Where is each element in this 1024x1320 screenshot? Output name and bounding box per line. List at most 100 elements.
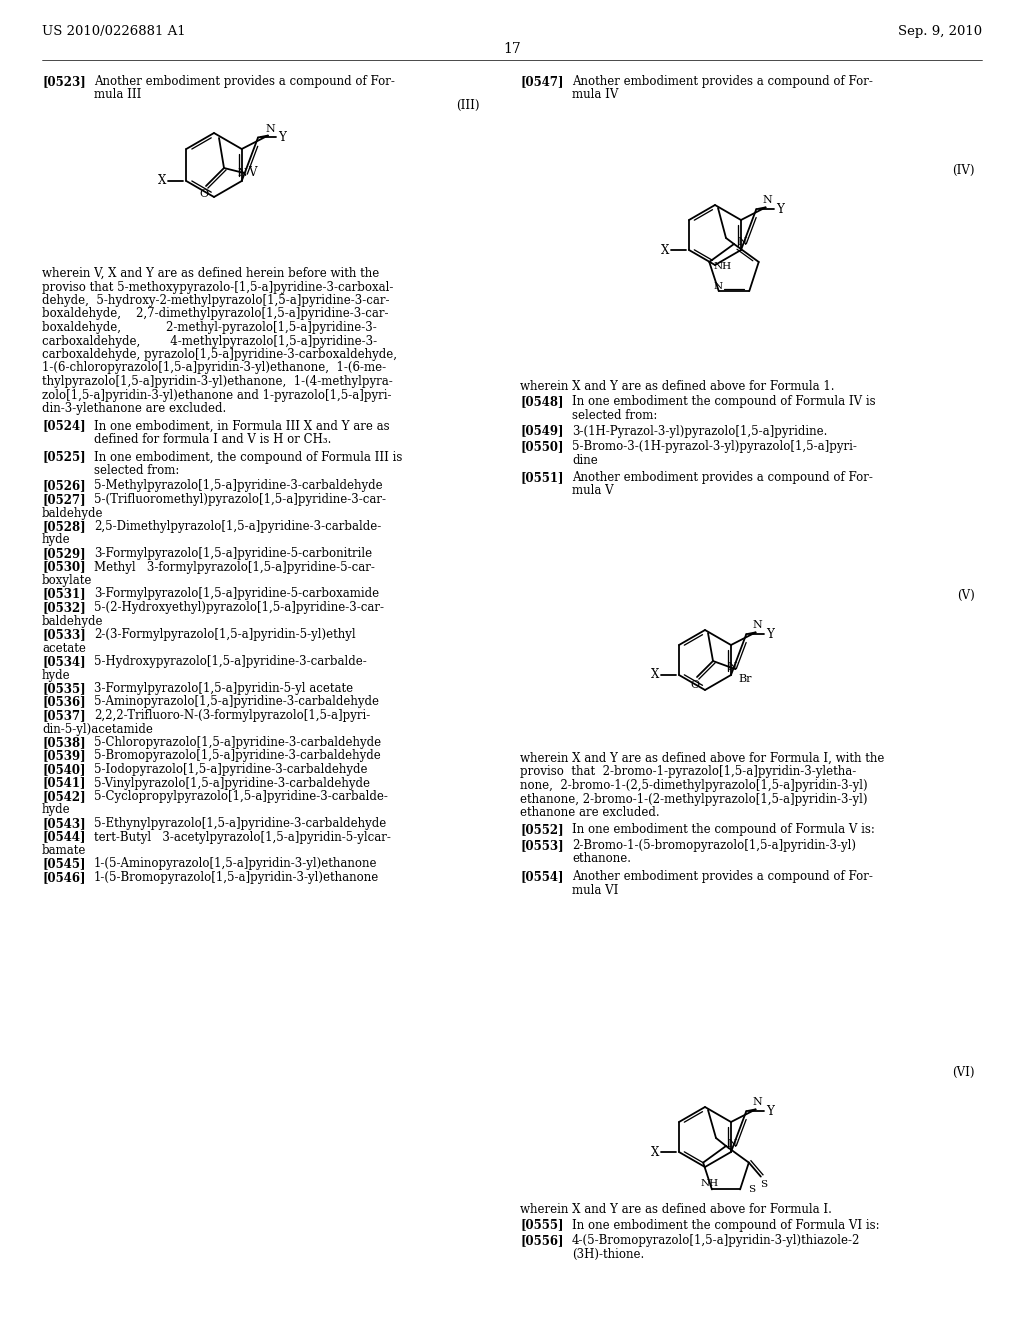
Text: Methyl   3-formylpyrazolo[1,5-a]pyridine-5-car-: Methyl 3-formylpyrazolo[1,5-a]pyridine-5… (94, 561, 375, 573)
Text: N: N (763, 195, 772, 206)
Text: [0534]: [0534] (42, 655, 86, 668)
Text: [0551]: [0551] (520, 471, 563, 484)
Text: hyde: hyde (42, 533, 71, 546)
Text: none,  2-bromo-1-(2,5-dimethylpyrazolo[1,5-a]pyridin-3-yl): none, 2-bromo-1-(2,5-dimethylpyrazolo[1,… (520, 779, 867, 792)
Text: N: N (753, 620, 763, 631)
Text: N: N (727, 1139, 737, 1148)
Text: 5-Iodopyrazolo[1,5-a]pyridine-3-carbaldehyde: 5-Iodopyrazolo[1,5-a]pyridine-3-carbalde… (94, 763, 368, 776)
Text: In one embodiment the compound of Formula IV is: In one embodiment the compound of Formul… (572, 396, 876, 408)
Text: [0537]: [0537] (42, 709, 86, 722)
Text: acetate: acetate (42, 642, 86, 655)
Text: X: X (158, 174, 167, 187)
Text: mula VI: mula VI (572, 883, 618, 896)
Text: 1-(6-chloropyrazolo[1,5-a]pyridin-3-yl)ethanone,  1-(6-me-: 1-(6-chloropyrazolo[1,5-a]pyridin-3-yl)e… (42, 362, 386, 375)
Text: US 2010/0226881 A1: US 2010/0226881 A1 (42, 25, 185, 38)
Text: Another embodiment provides a compound of For-: Another embodiment provides a compound o… (572, 870, 872, 883)
Text: O: O (200, 189, 209, 199)
Text: [0525]: [0525] (42, 450, 86, 463)
Text: dehyde,  5-hydroxy-2-methylpyrazolo[1,5-a]pyridine-3-car-: dehyde, 5-hydroxy-2-methylpyrazolo[1,5-a… (42, 294, 389, 308)
Text: [0555]: [0555] (520, 1218, 563, 1232)
Text: boxaldehyde,            2-methyl-pyrazolo[1,5-a]pyridine-3-: boxaldehyde, 2-methyl-pyrazolo[1,5-a]pyr… (42, 321, 377, 334)
Text: V: V (248, 166, 256, 180)
Text: 5-Vinylpyrazolo[1,5-a]pyridine-3-carbaldehyde: 5-Vinylpyrazolo[1,5-a]pyridine-3-carbald… (94, 776, 370, 789)
Text: [0547]: [0547] (520, 75, 563, 88)
Text: [0546]: [0546] (42, 871, 85, 884)
Text: selected from:: selected from: (572, 409, 657, 422)
Text: carboxaldehyde, pyrazolo[1,5-a]pyridine-3-carboxaldehyde,: carboxaldehyde, pyrazolo[1,5-a]pyridine-… (42, 348, 397, 360)
Text: 2-(3-Formylpyrazolo[1,5-a]pyridin-5-yl)ethyl: 2-(3-Formylpyrazolo[1,5-a]pyridin-5-yl)e… (94, 628, 355, 642)
Text: 5-Methylpyrazolo[1,5-a]pyridine-3-carbaldehyde: 5-Methylpyrazolo[1,5-a]pyridine-3-carbal… (94, 479, 383, 492)
Text: defined for formula I and V is H or CH₃.: defined for formula I and V is H or CH₃. (94, 433, 332, 446)
Text: (V): (V) (957, 589, 975, 602)
Text: [0545]: [0545] (42, 858, 85, 870)
Text: [0526]: [0526] (42, 479, 86, 492)
Text: proviso  that  2-bromo-1-pyrazolo[1,5-a]pyridin-3-yletha-: proviso that 2-bromo-1-pyrazolo[1,5-a]py… (520, 766, 856, 779)
Text: wherein V, X and Y are as defined herein before with the: wherein V, X and Y are as defined herein… (42, 267, 379, 280)
Text: [0523]: [0523] (42, 75, 86, 88)
Text: 3-Formylpyrazolo[1,5-a]pyridine-5-carboxamide: 3-Formylpyrazolo[1,5-a]pyridine-5-carbox… (94, 587, 379, 601)
Text: 5-(Trifluoromethyl)pyrazolo[1,5-a]pyridine-3-car-: 5-(Trifluoromethyl)pyrazolo[1,5-a]pyridi… (94, 492, 386, 506)
Text: N: N (727, 663, 737, 672)
Text: wherein X and Y are as defined above for Formula I, with the: wherein X and Y are as defined above for… (520, 752, 885, 766)
Text: 3-Formylpyrazolo[1,5-a]pyridin-5-yl acetate: 3-Formylpyrazolo[1,5-a]pyridin-5-yl acet… (94, 682, 353, 696)
Text: Br: Br (738, 675, 752, 684)
Text: X: X (651, 1146, 659, 1159)
Text: wherein X and Y are as defined above for Formula I.: wherein X and Y are as defined above for… (520, 1203, 831, 1216)
Text: proviso that 5-methoxypyrazolo-[1,5-a]pyridine-3-carboxal-: proviso that 5-methoxypyrazolo-[1,5-a]py… (42, 281, 393, 293)
Text: [0550]: [0550] (520, 440, 563, 453)
Text: [0538]: [0538] (42, 737, 86, 748)
Text: mula V: mula V (572, 484, 613, 498)
Text: [0552]: [0552] (520, 824, 563, 837)
Text: bamate: bamate (42, 843, 86, 857)
Text: In one embodiment the compound of Formula VI is:: In one embodiment the compound of Formul… (572, 1218, 880, 1232)
Text: O: O (690, 680, 699, 690)
Text: [0544]: [0544] (42, 830, 85, 843)
Text: In one embodiment, the compound of Formula III is: In one embodiment, the compound of Formu… (94, 450, 402, 463)
Text: 5-Hydroxypyrazolo[1,5-a]pyridine-3-carbalde-: 5-Hydroxypyrazolo[1,5-a]pyridine-3-carba… (94, 655, 367, 668)
Text: N: N (753, 1097, 763, 1107)
Text: [0530]: [0530] (42, 561, 86, 573)
Text: N: N (265, 124, 274, 133)
Text: Sep. 9, 2010: Sep. 9, 2010 (898, 25, 982, 38)
Text: hyde: hyde (42, 804, 71, 817)
Text: 1-(5-Bromopyrazolo[1,5-a]pyridin-3-yl)ethanone: 1-(5-Bromopyrazolo[1,5-a]pyridin-3-yl)et… (94, 871, 379, 884)
Text: [0543]: [0543] (42, 817, 86, 830)
Text: [0540]: [0540] (42, 763, 85, 776)
Text: ethanone, 2-bromo-1-(2-methylpyrazolo[1,5-a]pyridin-3-yl): ethanone, 2-bromo-1-(2-methylpyrazolo[1,… (520, 792, 867, 805)
Text: [0524]: [0524] (42, 420, 86, 433)
Text: [0531]: [0531] (42, 587, 86, 601)
Text: 17: 17 (503, 42, 521, 55)
Text: [0554]: [0554] (520, 870, 563, 883)
Text: S: S (760, 1180, 767, 1189)
Text: 5-Aminopyrazolo[1,5-a]pyridine-3-carbaldehyde: 5-Aminopyrazolo[1,5-a]pyridine-3-carbald… (94, 696, 379, 709)
Text: [0556]: [0556] (520, 1234, 563, 1247)
Text: baldehyde: baldehyde (42, 615, 103, 627)
Text: tert-Butyl   3-acetylpyrazolo[1,5-a]pyridin-5-ylcar-: tert-Butyl 3-acetylpyrazolo[1,5-a]pyridi… (94, 830, 391, 843)
Text: 5-Bromo-3-(1H-pyrazol-3-yl)pyrazolo[1,5-a]pyri-: 5-Bromo-3-(1H-pyrazol-3-yl)pyrazolo[1,5-… (572, 440, 857, 453)
Text: 5-Cyclopropylpyrazolo[1,5-a]pyridine-3-carbalde-: 5-Cyclopropylpyrazolo[1,5-a]pyridine-3-c… (94, 789, 388, 803)
Text: N: N (238, 168, 248, 178)
Text: [0527]: [0527] (42, 492, 86, 506)
Text: N: N (737, 238, 746, 247)
Text: X: X (651, 668, 659, 681)
Text: 3-(1H-Pyrazol-3-yl)pyrazolo[1,5-a]pyridine.: 3-(1H-Pyrazol-3-yl)pyrazolo[1,5-a]pyridi… (572, 425, 827, 437)
Text: baldehyde: baldehyde (42, 507, 103, 520)
Text: boxaldehyde,    2,7-dimethylpyrazolo[1,5-a]pyridine-3-car-: boxaldehyde, 2,7-dimethylpyrazolo[1,5-a]… (42, 308, 388, 321)
Text: [0529]: [0529] (42, 546, 86, 560)
Text: [0528]: [0528] (42, 520, 86, 533)
Text: X: X (660, 243, 670, 256)
Text: 5-Ethynylpyrazolo[1,5-a]pyridine-3-carbaldehyde: 5-Ethynylpyrazolo[1,5-a]pyridine-3-carba… (94, 817, 386, 830)
Text: (3H)-thione.: (3H)-thione. (572, 1247, 644, 1261)
Text: N: N (713, 281, 722, 290)
Text: zolo[1,5-a]pyridin-3-yl)ethanone and 1-pyrazolo[1,5-a]pyri-: zolo[1,5-a]pyridin-3-yl)ethanone and 1-p… (42, 388, 391, 401)
Text: [0549]: [0549] (520, 425, 563, 437)
Text: [0533]: [0533] (42, 628, 86, 642)
Text: Y: Y (279, 131, 286, 144)
Text: 5-Chloropyrazolo[1,5-a]pyridine-3-carbaldehyde: 5-Chloropyrazolo[1,5-a]pyridine-3-carbal… (94, 737, 381, 748)
Text: selected from:: selected from: (94, 465, 179, 477)
Text: [0536]: [0536] (42, 696, 86, 709)
Text: 2,2,2-Trifluoro-N-(3-formylpyrazolo[1,5-a]pyri-: 2,2,2-Trifluoro-N-(3-formylpyrazolo[1,5-… (94, 709, 371, 722)
Text: (III): (III) (457, 99, 480, 111)
Text: ethanone.: ethanone. (572, 853, 631, 866)
Text: hyde: hyde (42, 668, 71, 681)
